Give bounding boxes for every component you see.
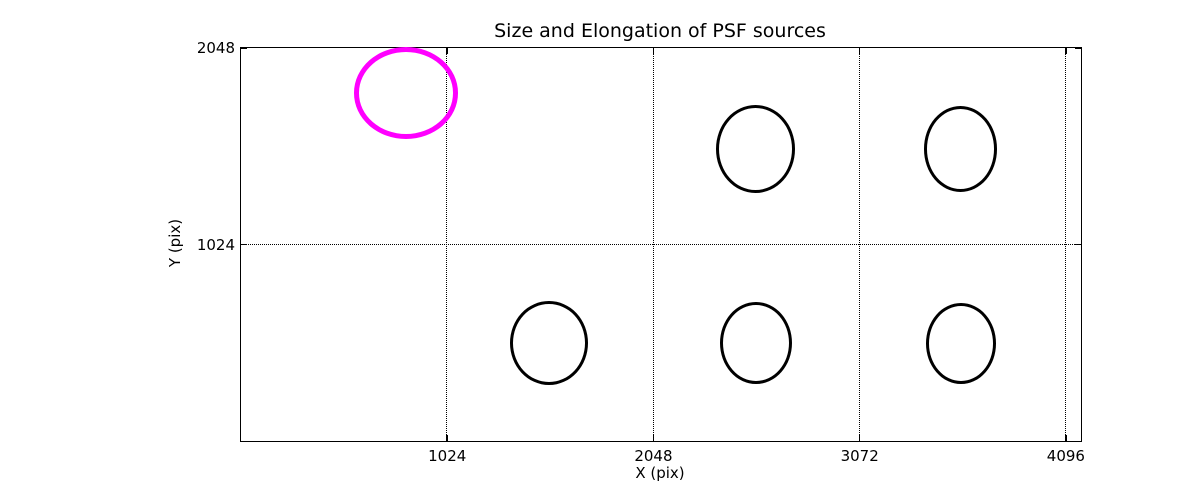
x-tick-label: 4096 [1046,447,1085,465]
plot-area: 1024 2048 3072 4096 1024 2048 [197,39,1085,465]
x-tick-mark [1065,48,1067,54]
y-tick-mark [1075,243,1081,246]
x-tick-mark [446,48,448,54]
x-tick-mark [446,435,448,441]
y-tick-label: 1024 [196,235,235,254]
psf-source [925,302,996,384]
y-tick-mark [241,47,247,49]
y-gridline [241,47,1081,49]
y-gridline [241,243,1081,245]
y-tick-mark [241,243,247,246]
chart-title: Size and Elongation of PSF sources [494,20,826,42]
highlighted-psf-source [354,47,459,139]
x-tick-label: 1024 [428,447,467,465]
psf-source [510,301,589,386]
x-tick-label: 2048 [634,447,673,465]
x-tick-mark [652,435,655,441]
psf-source [924,105,998,192]
x-tick-mark [1065,435,1067,441]
psf-source [716,104,795,193]
x-tick-label: 3072 [840,447,879,465]
y-tick-label: 2048 [196,39,235,57]
x-tick-mark [858,435,861,441]
x-tick-mark [652,48,655,54]
x-tick-mark [858,48,861,54]
y-tick-mark [1075,47,1081,49]
psf-source [719,302,792,385]
x-axis-label: X (pix) [635,464,685,482]
